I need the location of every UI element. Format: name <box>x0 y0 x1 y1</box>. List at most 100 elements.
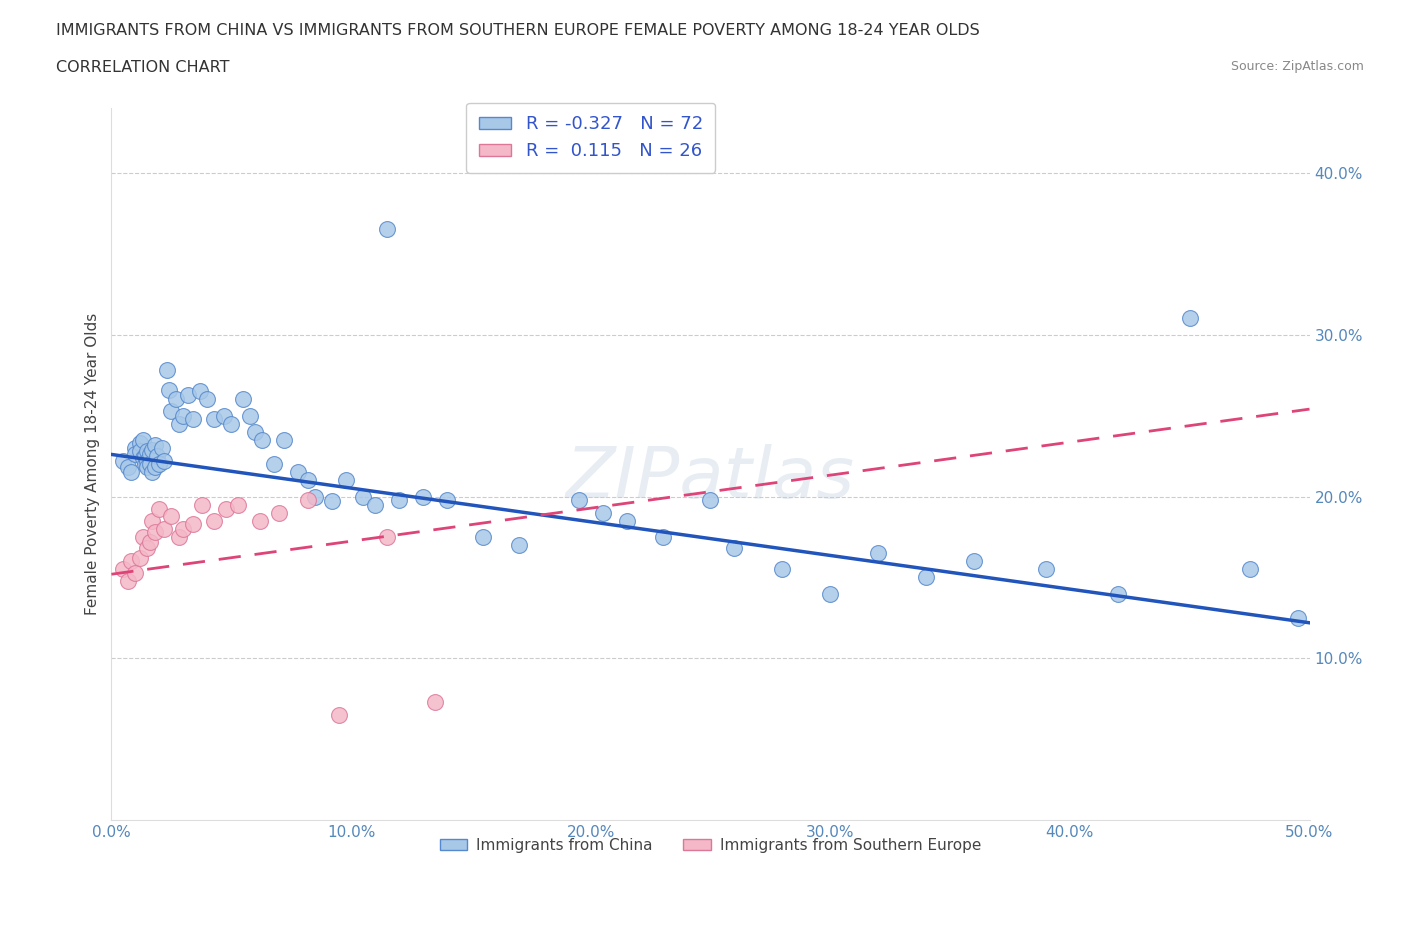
Point <box>228 498 250 512</box>
Point <box>141 513 163 528</box>
Point <box>165 392 187 406</box>
Point <box>131 450 153 465</box>
Point <box>129 551 152 565</box>
Point <box>249 513 271 528</box>
Point <box>129 444 152 458</box>
Point <box>146 448 169 463</box>
Point <box>124 447 146 462</box>
Point <box>139 447 162 462</box>
Point <box>1239 562 1261 577</box>
Point <box>263 457 285 472</box>
Point <box>120 554 142 569</box>
Point <box>136 444 159 458</box>
Point <box>157 382 180 397</box>
Point <box>1107 586 1129 601</box>
Point <box>770 562 793 577</box>
Point <box>820 586 842 601</box>
Point <box>112 562 135 577</box>
Point <box>124 441 146 456</box>
Point <box>131 432 153 447</box>
Point <box>150 441 173 456</box>
Legend: Immigrants from China, Immigrants from Southern Europe: Immigrants from China, Immigrants from S… <box>433 831 987 859</box>
Point <box>1178 311 1201 325</box>
Point <box>287 465 309 480</box>
Point <box>136 460 159 475</box>
Point <box>117 460 139 475</box>
Point <box>243 424 266 439</box>
Text: IMMIGRANTS FROM CHINA VS IMMIGRANTS FROM SOUTHERN EUROPE FEMALE POVERTY AMONG 18: IMMIGRANTS FROM CHINA VS IMMIGRANTS FROM… <box>56 23 980 38</box>
Point <box>191 498 214 512</box>
Point <box>155 363 177 378</box>
Point <box>212 408 235 423</box>
Text: CORRELATION CHART: CORRELATION CHART <box>56 60 229 75</box>
Point <box>141 465 163 480</box>
Y-axis label: Female Poverty Among 18-24 Year Olds: Female Poverty Among 18-24 Year Olds <box>86 313 100 616</box>
Point <box>143 460 166 475</box>
Point <box>215 502 238 517</box>
Point <box>167 417 190 432</box>
Point <box>508 538 530 552</box>
Point <box>153 522 176 537</box>
Point <box>112 454 135 469</box>
Point <box>1286 610 1309 625</box>
Point <box>723 541 745 556</box>
Point <box>375 222 398 237</box>
Point <box>195 392 218 406</box>
Point <box>117 573 139 588</box>
Point <box>328 708 350 723</box>
Point <box>148 457 170 472</box>
Point <box>915 570 938 585</box>
Point <box>136 454 159 469</box>
Point <box>239 408 262 423</box>
Point <box>134 448 156 463</box>
Point <box>699 492 721 507</box>
Point <box>148 502 170 517</box>
Point <box>352 489 374 504</box>
Point <box>868 546 890 561</box>
Point <box>131 529 153 544</box>
Point <box>219 417 242 432</box>
Point <box>172 408 194 423</box>
Point <box>136 541 159 556</box>
Point <box>423 695 446 710</box>
Point <box>143 437 166 452</box>
Point <box>124 565 146 580</box>
Point <box>297 492 319 507</box>
Point <box>304 489 326 504</box>
Point <box>143 525 166 539</box>
Point <box>188 384 211 399</box>
Point <box>321 494 343 509</box>
Point <box>388 492 411 507</box>
Text: Source: ZipAtlas.com: Source: ZipAtlas.com <box>1230 60 1364 73</box>
Point <box>160 509 183 524</box>
Point <box>364 498 387 512</box>
Point <box>139 535 162 550</box>
Point <box>181 516 204 531</box>
Point <box>134 457 156 472</box>
Point <box>204 411 226 426</box>
Point <box>172 522 194 537</box>
Point <box>177 387 200 402</box>
Point <box>273 432 295 447</box>
Point <box>141 442 163 457</box>
Point <box>167 529 190 544</box>
Point <box>963 554 986 569</box>
Point <box>252 432 274 447</box>
Point <box>1035 562 1057 577</box>
Point <box>160 404 183 418</box>
Point <box>651 529 673 544</box>
Point <box>375 529 398 544</box>
Text: ZIPatlas: ZIPatlas <box>567 444 855 512</box>
Point <box>592 505 614 520</box>
Point <box>568 492 591 507</box>
Point <box>232 392 254 406</box>
Point <box>412 489 434 504</box>
Point <box>120 465 142 480</box>
Point <box>181 411 204 426</box>
Point <box>297 472 319 487</box>
Point <box>616 513 638 528</box>
Point <box>335 472 357 487</box>
Point <box>139 457 162 472</box>
Point <box>204 513 226 528</box>
Point <box>153 454 176 469</box>
